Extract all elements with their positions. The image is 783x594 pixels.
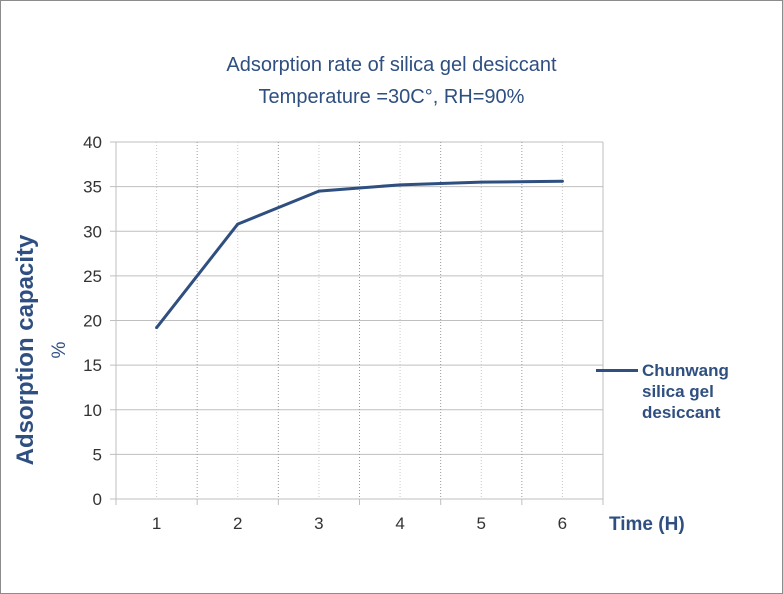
- x-tick-label: 3: [314, 514, 323, 533]
- data-point: [479, 180, 483, 184]
- chart-subtitle: Temperature =30C°, RH=90%: [258, 86, 525, 108]
- data-point: [155, 326, 159, 330]
- y-tick-label: 20: [83, 312, 102, 331]
- data-point: [317, 189, 321, 193]
- legend-swatch: [596, 369, 638, 372]
- x-tick-label: 5: [477, 514, 486, 533]
- data-point: [398, 183, 402, 187]
- y-axis-unit: %: [49, 341, 70, 359]
- x-axis-label: Time (H): [609, 514, 685, 535]
- data-point: [236, 222, 240, 226]
- legend-label: Chunwang silica gel desiccant: [642, 361, 729, 422]
- y-tick-label: 0: [93, 490, 102, 509]
- data-point: [560, 179, 564, 183]
- y-tick-label: 10: [83, 401, 102, 420]
- y-tick-label: 25: [83, 267, 102, 286]
- y-tick-label: 35: [83, 178, 102, 197]
- y-tick-label: 5: [93, 445, 102, 464]
- y-axis-title: Adsorption capacity: [12, 234, 39, 466]
- x-tick-label: 4: [395, 514, 404, 533]
- series-line: [155, 179, 563, 329]
- x-tick-label: 6: [558, 514, 567, 533]
- x-tick-label: 2: [233, 514, 242, 533]
- x-tick-label: 1: [152, 514, 161, 533]
- chart-title: Adsorption rate of silica gel desiccant: [226, 54, 557, 76]
- y-tick-label: 30: [83, 222, 102, 241]
- y-tick-label: 40: [83, 133, 102, 152]
- y-tick-label: 15: [83, 356, 102, 375]
